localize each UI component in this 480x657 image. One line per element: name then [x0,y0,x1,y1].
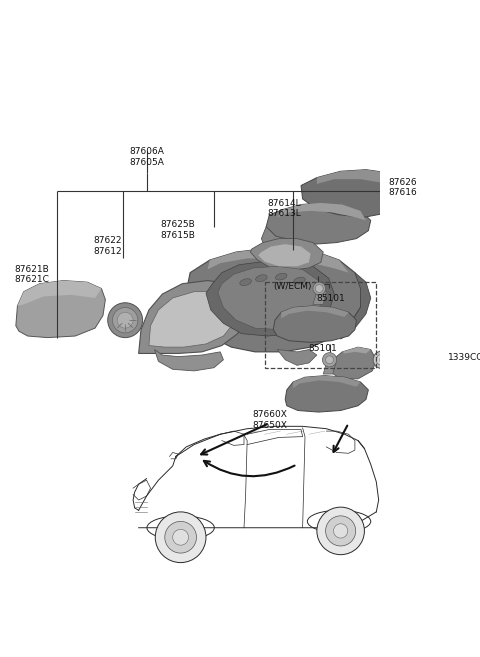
Polygon shape [285,376,368,412]
Text: 87614L
87613L: 87614L 87613L [268,199,301,218]
Text: 85101: 85101 [317,294,346,303]
Polygon shape [16,281,106,338]
Polygon shape [342,347,371,353]
Text: 87625B
87615B: 87625B 87615B [160,220,195,240]
Polygon shape [155,350,223,371]
Polygon shape [207,249,348,273]
Circle shape [325,516,356,546]
Polygon shape [139,281,250,353]
Polygon shape [262,227,301,254]
Text: 87622
87612: 87622 87612 [94,237,122,256]
Text: (W/ECM): (W/ECM) [273,282,312,291]
Polygon shape [277,203,366,220]
Text: 87626
87616: 87626 87616 [388,177,417,197]
Polygon shape [273,306,357,342]
Ellipse shape [294,277,305,284]
Circle shape [334,524,348,538]
Polygon shape [323,361,336,374]
Circle shape [317,507,364,555]
Circle shape [108,303,143,338]
Polygon shape [281,306,348,319]
Polygon shape [187,249,363,352]
Polygon shape [206,261,334,336]
Ellipse shape [256,275,267,282]
Ellipse shape [240,279,252,286]
Circle shape [112,307,138,333]
Circle shape [373,351,391,369]
Text: 85101: 85101 [309,344,337,353]
Circle shape [173,530,189,545]
Polygon shape [341,273,371,339]
Polygon shape [313,290,326,304]
Text: 87606A
87605A: 87606A 87605A [129,147,164,167]
Polygon shape [317,170,404,187]
Circle shape [313,282,325,295]
Polygon shape [293,376,360,388]
Polygon shape [149,292,236,347]
Polygon shape [277,350,317,365]
Polygon shape [218,266,323,330]
Circle shape [315,284,323,292]
Polygon shape [251,238,323,270]
Circle shape [117,312,133,328]
Polygon shape [17,281,101,306]
Ellipse shape [276,273,287,280]
Text: 87660X
87650X: 87660X 87650X [252,411,287,430]
Bar [265,282,376,368]
Polygon shape [390,179,447,212]
Text: 1339CC: 1339CC [447,353,480,362]
Text: 87621B
87621C: 87621B 87621C [14,265,49,284]
Circle shape [325,356,334,364]
Circle shape [165,522,196,553]
Polygon shape [329,347,376,379]
Polygon shape [266,203,371,244]
Polygon shape [301,170,412,217]
Circle shape [155,512,206,562]
Circle shape [323,353,336,367]
Circle shape [376,354,387,365]
Polygon shape [258,244,311,266]
Circle shape [380,357,384,362]
